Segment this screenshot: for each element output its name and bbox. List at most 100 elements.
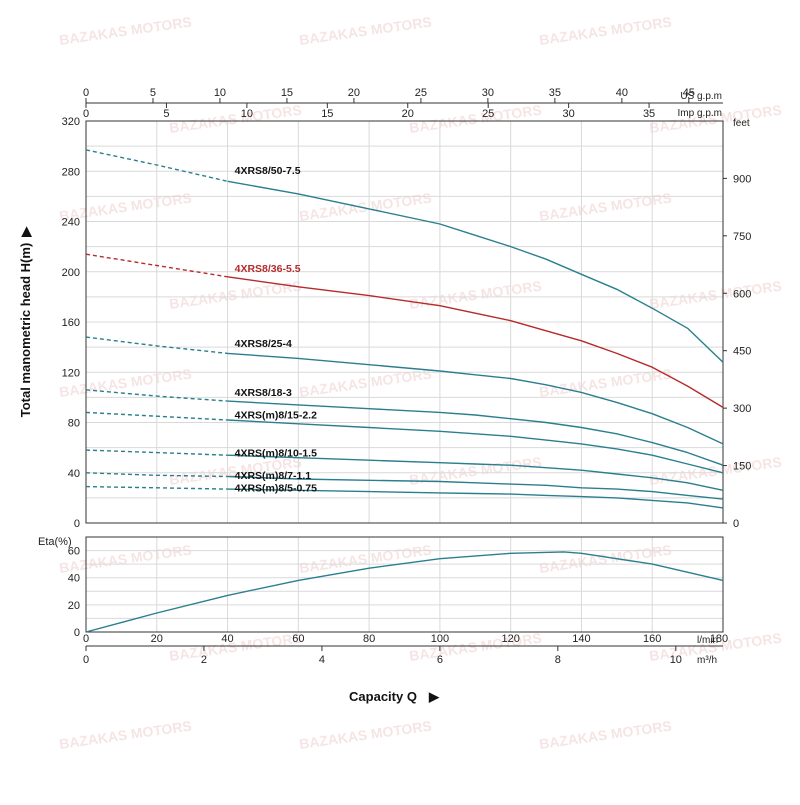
- eta-y-tick-label: 0: [74, 627, 80, 639]
- imp-gpm-tick-label: 35: [643, 108, 655, 120]
- head-curve-dashed: [85, 253, 228, 278]
- efficiency-chart-frame: [85, 536, 724, 633]
- m3h-unit: m³/h: [697, 655, 717, 666]
- imp-gpm-tick-label: 0: [83, 108, 89, 120]
- head-y-tick-label: 0: [74, 518, 80, 530]
- us-gpm-tick-label: 40: [616, 87, 628, 99]
- watermark-text: BAZAKAS MOTORS: [168, 278, 302, 312]
- head-curve-label: 4XRS8/50-7.5: [235, 165, 301, 177]
- lmin-tick-label: 80: [363, 633, 375, 645]
- head-y-tick-label: 120: [62, 367, 80, 379]
- lmin-tick-label: 140: [572, 633, 590, 645]
- head-chart-frame: [85, 120, 724, 524]
- head-chart-axes: 0 40 80 120 160 200 240 280 320 0 150 300 450 600 750 9…: [62, 116, 752, 530]
- watermark-text: BAZAKAS MOTORS: [408, 278, 542, 312]
- head-curve-dashed: [85, 336, 228, 355]
- watermark-text: BAZAKAS MOTORS: [58, 718, 192, 752]
- head-y-tick-label: 40: [68, 468, 80, 480]
- head-curve-solid: [227, 488, 724, 509]
- imp-gpm-tick-label: 10: [241, 108, 253, 120]
- us-gpm-tick-label: 20: [348, 87, 360, 99]
- us-gpm-tick-label: 25: [415, 87, 427, 99]
- head-y-tick-label: 240: [62, 217, 80, 229]
- watermark-text: BAZAKAS MOTORS: [58, 14, 192, 48]
- lmin-tick-label: 160: [643, 633, 661, 645]
- lmin-tick-label: 20: [151, 633, 163, 645]
- watermark-text: BAZAKAS MOTORS: [408, 102, 542, 136]
- watermark-text: BAZAKAS MOTORS: [538, 718, 672, 752]
- head-y-tick-label: 160: [62, 317, 80, 329]
- efficiency-curve-line: [85, 551, 724, 633]
- feet-tick-label: 750: [733, 231, 751, 243]
- head-y-tick-label: 280: [62, 166, 80, 178]
- feet-tick-label: 0: [733, 518, 739, 530]
- watermark-layer: BAZAKAS MOTORS BAZAKAS MOTORS BAZAKAS MOTO…: [58, 14, 782, 752]
- feet-tick-label: 600: [733, 288, 751, 300]
- feet-unit: feet: [733, 118, 750, 129]
- lmin-tick-label: 180: [710, 633, 728, 645]
- head-curve-label: 4XRS8/36-5.5: [235, 263, 301, 275]
- watermark-text: BAZAKAS MOTORS: [408, 630, 542, 664]
- imp-gpm-tick-label: 15: [321, 108, 333, 120]
- watermark-text: BAZAKAS MOTORS: [298, 718, 432, 752]
- head-y-tick-label: 200: [62, 267, 80, 279]
- imp-gpm-tick-label: 5: [163, 108, 169, 120]
- head-curve-solid: [227, 400, 724, 466]
- m3h-tick-label: 4: [319, 654, 325, 666]
- us-gpm-tick-label: 45: [683, 87, 695, 99]
- gpm-scales: 0 5 10 15 20 25 30 35 40 450 5 10 15 20 25 30 35: [83, 87, 695, 120]
- head-curve-dashed: [85, 149, 228, 182]
- efficiency-chart-axes: 0 20 40 60 0 20 40 60 80 100 120 140 160 180: [68, 546, 728, 645]
- lmin-unit: l/min: [697, 635, 718, 646]
- watermark-text: BAZAKAS MOTORS: [298, 14, 432, 48]
- head-curve-label: 4XRS(m)8/7-1.1: [235, 470, 312, 482]
- head-curve-label: 4XRS8/25-4: [235, 338, 292, 350]
- head-curve-dashed: [85, 411, 228, 421]
- watermark-text: BAZAKAS MOTORS: [168, 630, 302, 664]
- watermark-text: BAZAKAS MOTORS: [298, 542, 432, 576]
- feet-tick-label: 300: [733, 403, 751, 415]
- m3h-scale: 0 2 4 6 8 10: [83, 646, 682, 666]
- watermark-text: BAZAKAS MOTORS: [648, 278, 782, 312]
- watermark-text: BAZAKAS MOTORS: [298, 366, 432, 400]
- feet-tick-label: 450: [733, 346, 751, 358]
- head-curve-solid: [227, 454, 724, 491]
- m3h-tick-label: 6: [437, 654, 443, 666]
- imp-gpm-tick-label: 30: [563, 108, 575, 120]
- head-axis-title: Total manometric head H(m)▶: [18, 226, 33, 418]
- eta-axis-title: Eta(%): [38, 536, 72, 548]
- us-gpm-tick-label: 15: [281, 87, 293, 99]
- feet-tick-label: 900: [733, 173, 751, 185]
- eta-y-tick-label: 20: [68, 600, 80, 612]
- head-y-tick-label: 80: [68, 418, 80, 430]
- head-curve-dashed: [85, 449, 228, 456]
- watermark-text: BAZAKAS MOTORS: [538, 14, 672, 48]
- us-gpm-tick-label: 30: [482, 87, 494, 99]
- lmin-tick-label: 40: [221, 633, 233, 645]
- m3h-tick-label: 10: [670, 654, 682, 666]
- head-curve-dashed: [85, 389, 228, 402]
- head-curve-dashed: [85, 472, 228, 478]
- head-curve-solid: [227, 419, 724, 474]
- capacity-axis-title: Capacity Q ▶: [349, 689, 440, 704]
- us-gpm-tick-label: 0: [83, 87, 89, 99]
- head-curve-solid: [227, 276, 724, 408]
- head-curve-label: 4XRS(m)8/10-1.5: [235, 447, 317, 459]
- us-gpm-unit: US g.p.m: [680, 91, 722, 102]
- m3h-tick-label: 0: [83, 654, 89, 666]
- head-y-tick-label: 320: [62, 116, 80, 128]
- efficiency-curve: [85, 551, 724, 633]
- watermark-text: BAZAKAS MOTORS: [168, 102, 302, 136]
- us-gpm-tick-label: 10: [214, 87, 226, 99]
- m3h-tick-label: 8: [555, 654, 561, 666]
- head-curve-label: 4XRS(m)8/5-0.75: [235, 483, 317, 495]
- eta-y-tick-label: 60: [68, 546, 80, 558]
- head-curve-label: 4XRS8/18-3: [235, 387, 292, 399]
- imp-gpm-tick-label: 25: [482, 108, 494, 120]
- head-curve-label: 4XRS(m)8/15-2.2: [235, 410, 317, 422]
- us-gpm-tick-label: 35: [549, 87, 561, 99]
- head-curve-solid: [227, 352, 724, 445]
- imp-gpm-unit: Imp g.p.m: [678, 108, 722, 119]
- lmin-tick-label: 0: [83, 633, 89, 645]
